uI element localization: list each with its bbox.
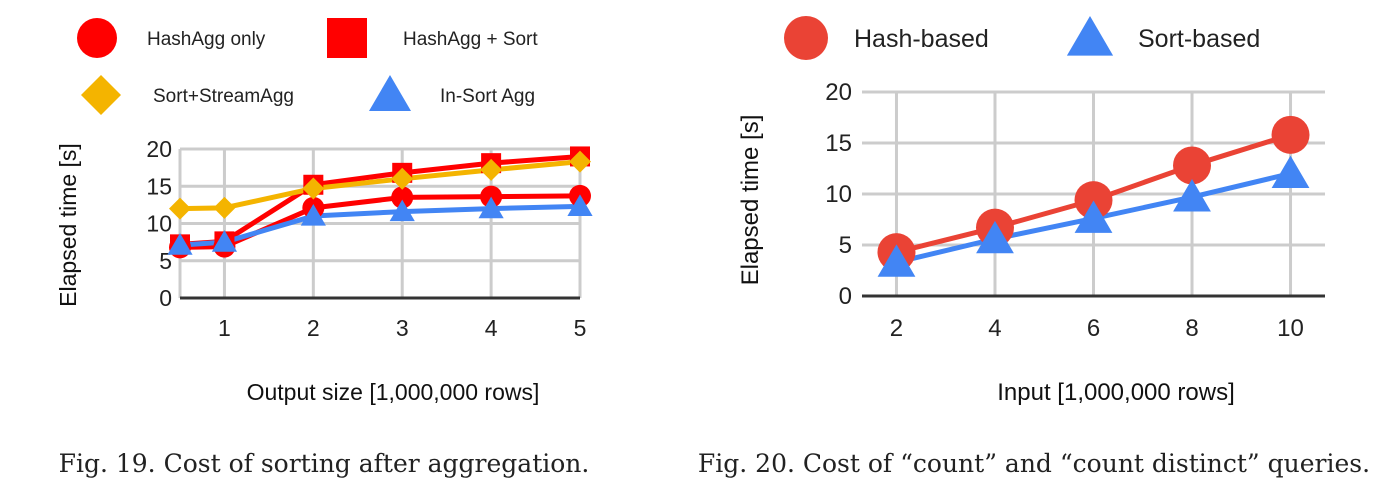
figure-caption: Fig. 19. Cost of sorting after aggregati…: [59, 449, 590, 478]
x-tick-label: 4: [988, 315, 1001, 342]
data-point: [1074, 200, 1113, 233]
y-tick-label: 20: [146, 136, 172, 162]
data-point: [976, 220, 1014, 254]
x-axis-label: Input [1,000,000 rows]: [997, 379, 1235, 406]
legend-marker: [784, 16, 828, 60]
chart-fig20: 0 5 10 15 20 2 4 6 8 10 Elapsed time [s] Input [1,0…: [698, 16, 1370, 478]
data-point: [389, 199, 415, 222]
legend-marker: [327, 18, 367, 58]
legend-marker: [1066, 16, 1114, 56]
data-point: [480, 158, 503, 181]
legend-marker: [77, 18, 117, 58]
legend-marker: [81, 75, 121, 115]
legend-label: Sort+StreamAgg: [153, 86, 294, 107]
gridlines: [862, 90, 1325, 296]
data-point: [391, 186, 414, 209]
data-point: [167, 233, 193, 255]
x-tick-label: 2: [890, 315, 903, 342]
gridlines: [178, 147, 582, 298]
data-point: [478, 196, 504, 219]
legend-label: HashAgg + Sort: [403, 29, 538, 50]
legend-label: Hash-based: [854, 25, 989, 53]
data-point: [213, 196, 236, 219]
series-line-in-sort-agg: [179, 203, 581, 248]
data-point: [877, 244, 916, 277]
data-point: [1074, 181, 1113, 220]
y-tick-label: 5: [839, 232, 852, 259]
y-tick-label: 0: [159, 285, 172, 311]
y-tick-label: 15: [146, 173, 172, 199]
x-tick-label: 6: [1087, 315, 1100, 342]
legend-label: HashAgg only: [147, 29, 266, 50]
data-point: [1271, 155, 1310, 188]
x-tick-label: 2: [307, 315, 320, 341]
x-tick-label: 10: [1277, 315, 1304, 342]
x-tick-label: 8: [1185, 315, 1198, 342]
data-point: [300, 204, 326, 226]
figure-caption: Fig. 20. Cost of “count” and “count dist…: [698, 449, 1370, 478]
legend-label: Sort-based: [1138, 25, 1260, 53]
data-point: [567, 194, 593, 216]
x-tick-label: 1: [218, 315, 231, 341]
x-tick-label: 3: [396, 315, 409, 341]
data-point: [569, 150, 591, 173]
x-axis-label: Output size [1,000,000 rows]: [247, 379, 540, 405]
y-tick-label: 0: [839, 283, 852, 310]
y-tick-label: 15: [825, 130, 852, 157]
x-tick-label: 5: [574, 315, 587, 341]
data-point: [169, 197, 191, 220]
data-point: [302, 177, 325, 200]
data-point: [1173, 146, 1212, 185]
data-point: [211, 230, 238, 252]
data-point: [1271, 115, 1310, 154]
y-tick-label: 10: [146, 211, 172, 237]
x-tick-label: 4: [485, 315, 498, 341]
data-point: [391, 167, 414, 190]
legend-label: In-Sort Agg: [440, 86, 535, 107]
y-tick-label: 20: [825, 79, 852, 106]
y-axis-label: Elapsed time [s]: [55, 143, 81, 307]
legend-marker: [369, 75, 411, 111]
y-tick-label: 10: [825, 181, 852, 208]
y-axis-label: Elapsed time [s]: [737, 115, 764, 286]
data-point: [1173, 179, 1211, 212]
